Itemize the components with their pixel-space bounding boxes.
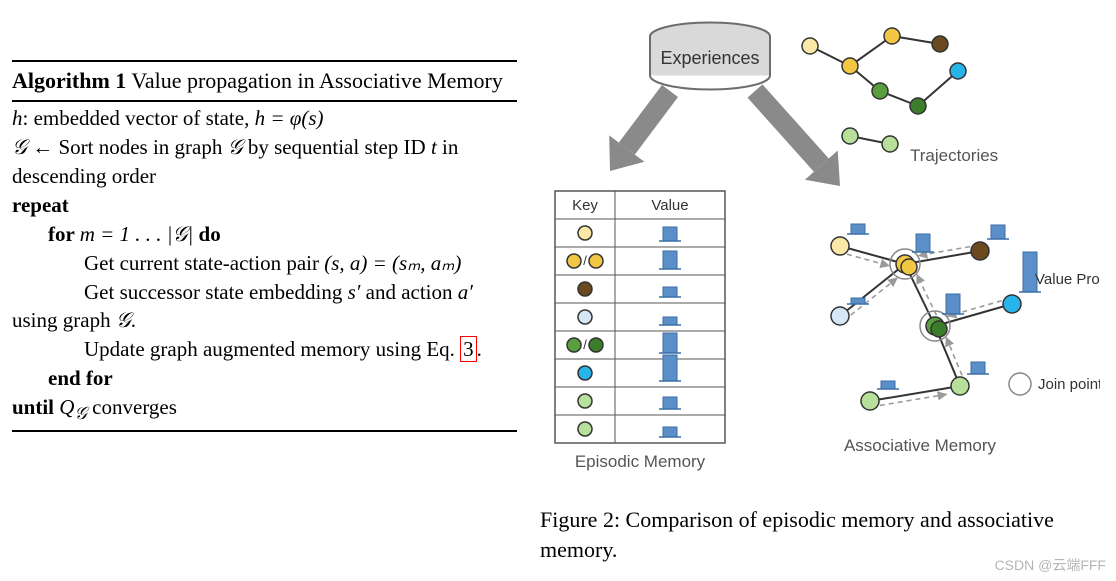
algo-name: Value propagation in Associative Memory bbox=[126, 68, 503, 93]
svg-text:Join points: Join points bbox=[1038, 376, 1100, 393]
algorithm-title: Algorithm 1 Value propagation in Associa… bbox=[12, 62, 517, 101]
svg-text:Value: Value bbox=[651, 197, 688, 214]
svg-text:/: / bbox=[583, 253, 587, 268]
algo-line: repeat bbox=[12, 191, 517, 220]
svg-text:Episodic Memory: Episodic Memory bbox=[575, 452, 706, 471]
algo-line: Get current state-action pair (s, a) = (… bbox=[12, 249, 517, 278]
algorithm-body: h: embedded vector of state, h = φ(s) 𝒢 … bbox=[12, 101, 517, 430]
svg-text:Value Propagation: Value Propagation bbox=[1035, 271, 1100, 288]
algo-line: h: embedded vector of state, h = φ(s) bbox=[12, 104, 517, 133]
svg-text:/: / bbox=[583, 337, 587, 352]
algo-line: for m = 1 . . . |𝒢| do bbox=[12, 220, 517, 249]
algo-line: Update graph augmented memory using Eq. … bbox=[12, 335, 517, 364]
svg-text:Associative Memory: Associative Memory bbox=[844, 436, 997, 455]
watermark: CSDN @云端FFF bbox=[995, 555, 1106, 575]
algo-number: Algorithm 1 bbox=[12, 68, 126, 93]
svg-text:Key: Key bbox=[572, 197, 598, 214]
algo-line: until Q𝒢 converges bbox=[12, 393, 517, 425]
algorithm-box: Algorithm 1 Value propagation in Associa… bbox=[12, 60, 517, 432]
algo-line: 𝒢 ← Sort nodes in graph 𝒢 by sequential … bbox=[12, 133, 517, 191]
equation-ref[interactable]: 3 bbox=[460, 336, 477, 362]
svg-text:Experiences: Experiences bbox=[660, 48, 759, 68]
algo-line: end for bbox=[12, 364, 517, 393]
algorithm-block: Algorithm 1 Value propagation in Associa… bbox=[12, 60, 517, 432]
figure-diagram: Experiences Trajectories Key Value / / Episodi… bbox=[540, 6, 1100, 481]
svg-text:Trajectories: Trajectories bbox=[910, 146, 998, 165]
algo-line: Get successor state embedding s′ and act… bbox=[12, 278, 517, 336]
